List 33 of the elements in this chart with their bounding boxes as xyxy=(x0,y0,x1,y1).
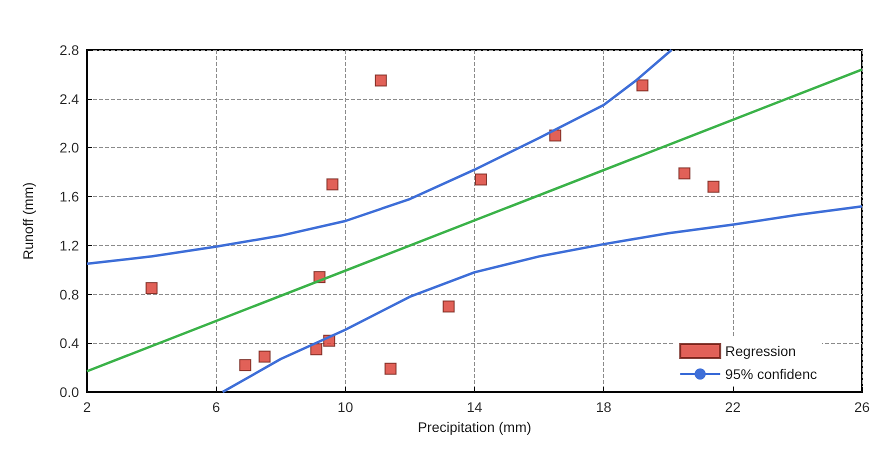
point xyxy=(384,362,397,375)
point xyxy=(442,300,455,312)
point xyxy=(310,343,322,356)
legend-label: 95% confidenc xyxy=(725,366,818,382)
y-tick-label: 0.4 xyxy=(60,335,80,352)
point xyxy=(146,282,158,294)
y-tick-label: 0.0 xyxy=(60,384,80,400)
y-tick-label: 0.8 xyxy=(60,286,80,302)
line-series xyxy=(221,205,864,394)
point xyxy=(636,79,648,92)
x-tick-label: 10 xyxy=(338,399,354,415)
x-tick-label: 26 xyxy=(854,399,870,415)
point xyxy=(326,178,338,190)
x-tick-label: 18 xyxy=(596,399,612,415)
x-tick-label: 6 xyxy=(212,399,220,415)
y-tick-label: 2.4 xyxy=(60,90,80,107)
y-tick-label: 2.8 xyxy=(60,42,80,58)
point xyxy=(239,359,252,372)
x-tick-label: 22 xyxy=(725,399,741,415)
y-axis-title: Runoff (mm) xyxy=(20,182,36,260)
line-series xyxy=(86,48,673,265)
y-tick-label: 1.2 xyxy=(60,237,80,254)
y-tick-label: 1.6 xyxy=(60,188,80,205)
x-axis-title: Precipitation (mm) xyxy=(418,419,532,435)
point xyxy=(678,167,690,180)
x-tick-label: 2 xyxy=(83,399,92,415)
legend-label: Regression xyxy=(725,343,796,359)
point xyxy=(374,74,387,87)
x-tick-label: 14 xyxy=(466,399,482,415)
point xyxy=(474,173,487,186)
point xyxy=(258,350,271,363)
point xyxy=(707,180,720,193)
y-tick-label: 2.0 xyxy=(60,140,80,156)
